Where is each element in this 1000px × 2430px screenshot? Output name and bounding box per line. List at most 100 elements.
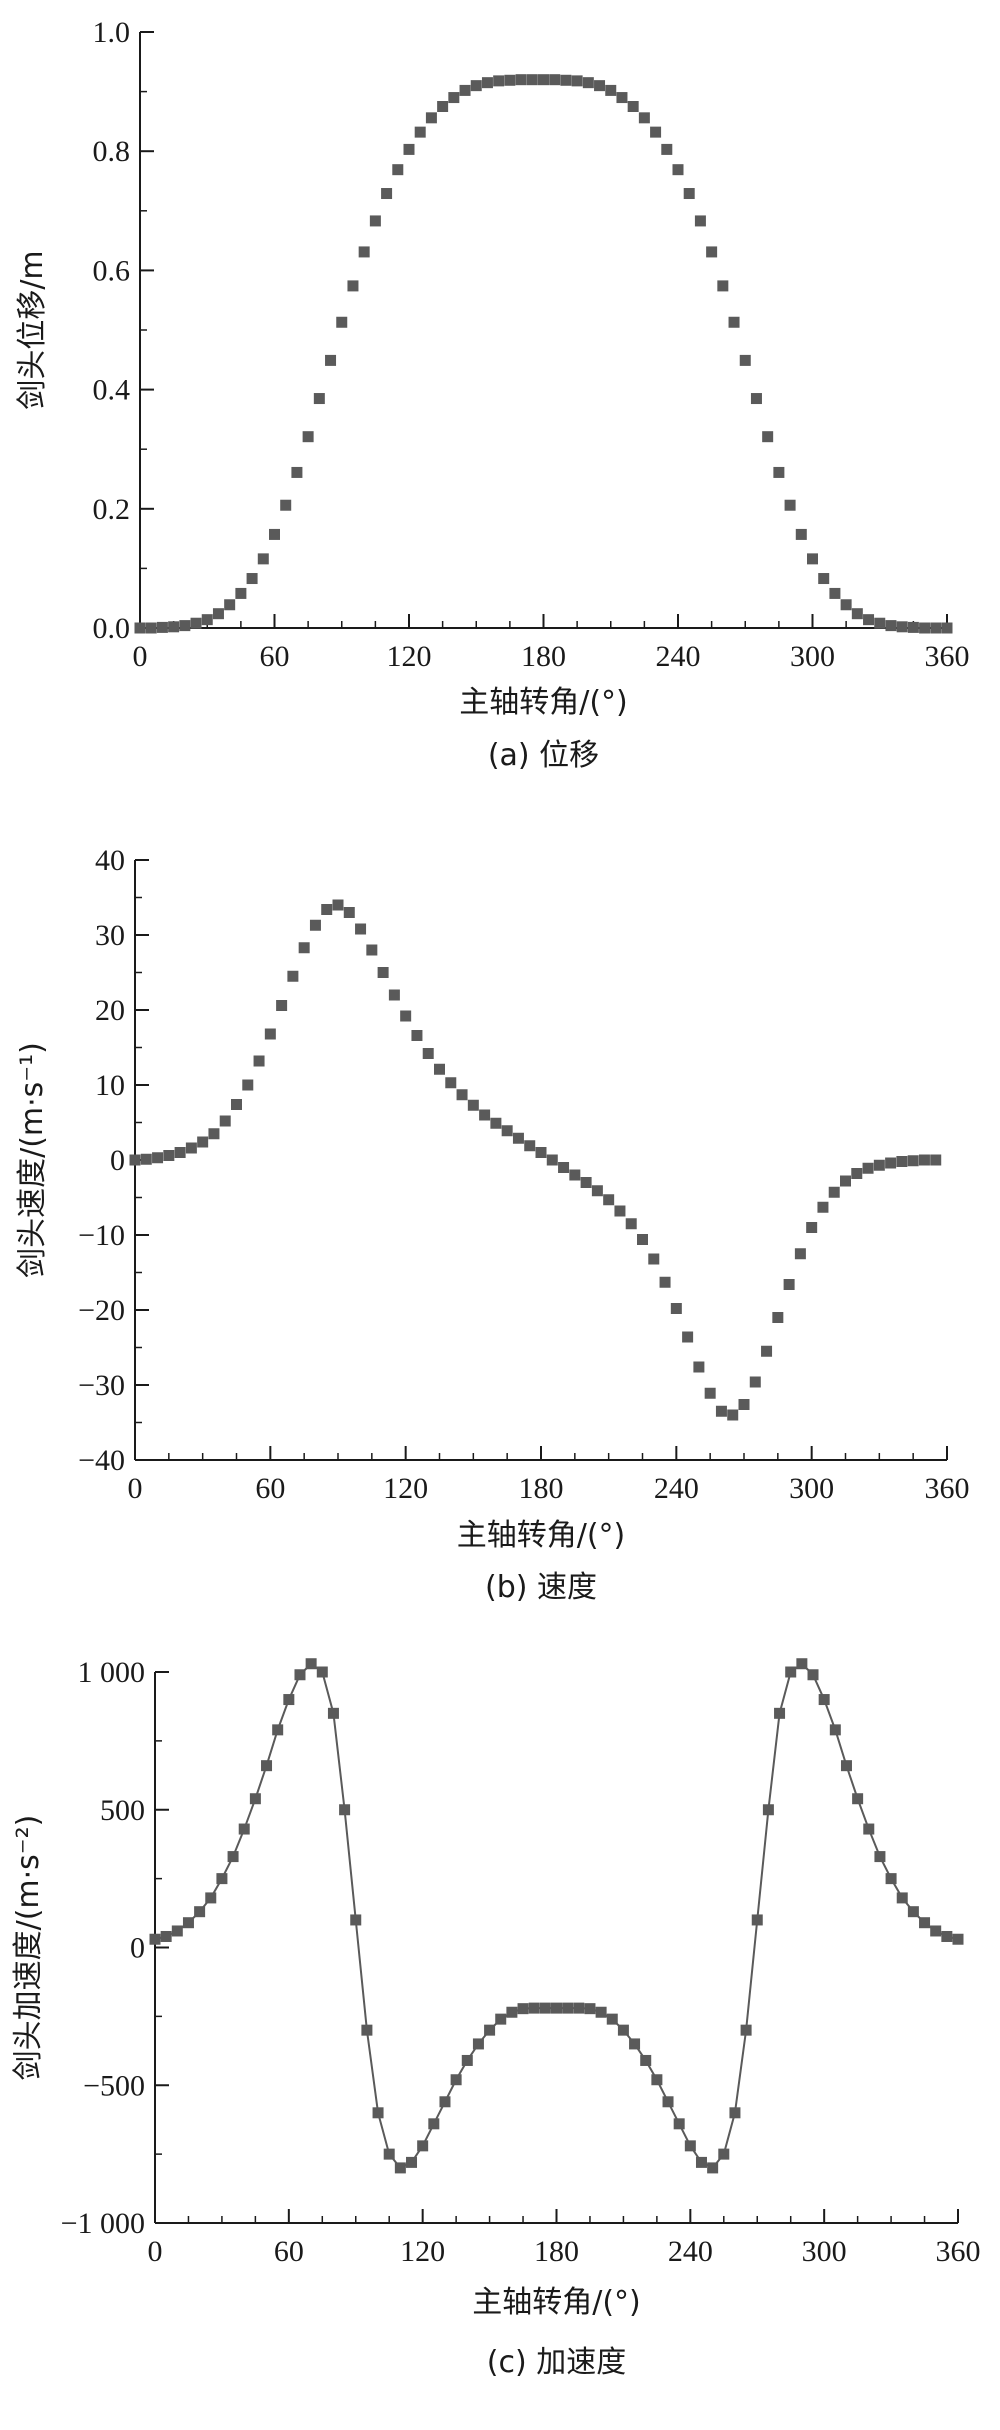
data-point [573,2002,585,2014]
y-tick-label: 30 [95,919,125,952]
x-tick-label: 180 [519,1472,564,1505]
data-point [546,1154,558,1166]
data-point [907,1906,919,1918]
data-point [269,528,280,540]
data-point [495,2013,507,2025]
data-point [659,1276,671,1288]
data-point [919,622,931,634]
data-point [569,1169,581,1181]
chart-caption: (c) 加速度 [487,2345,626,2380]
x-tick-label: 60 [255,1472,285,1505]
data-point [829,587,841,599]
x-axis-title: 主轴转角/(°) [457,1518,626,1553]
data-point [235,587,247,599]
y-tick-label: 10 [95,1069,125,1102]
data-point [490,1117,502,1129]
data-point [560,74,572,86]
x-tick-label: 360 [925,640,970,673]
data-point [481,77,493,89]
data-point [551,2002,562,2014]
data-point [517,2003,529,2015]
data-point [219,1115,231,1127]
data-point [807,1669,819,1681]
data-point [807,553,818,565]
data-point [558,1162,570,1173]
data-point [896,1156,908,1167]
data-point [291,466,303,478]
data-point [638,112,650,124]
data-point [185,1142,197,1154]
data-point [818,573,830,585]
data-point [392,164,404,176]
x-tick-label: 120 [400,2235,445,2268]
data-point [603,1194,615,1206]
data-point [817,1201,829,1213]
data-point [493,75,505,87]
y-tick-label: 0 [130,1932,145,1965]
data-point [316,1666,328,1678]
data-point [336,316,348,328]
data-point [327,1707,339,1719]
data-point [377,967,389,978]
data-point [264,1028,276,1040]
y-tick-label: 0.8 [93,135,131,168]
data-point [227,1851,239,1863]
x-tick-label: 180 [521,640,566,673]
data-point [535,1147,547,1158]
data-point [246,573,258,585]
y-tick-label: 1.0 [93,16,131,49]
chart-displacement-svg: 0 60 120 180 240 300 360 0.0 0.2 0.4 0.6 0.8 1.0 主轴转角… [15,16,970,773]
data-point [717,280,729,292]
x-tick-label: 120 [387,640,432,673]
x-tick-label: 120 [383,1472,428,1505]
y-tick-label: −1 000 [61,2207,145,2240]
x-tick-label: 300 [790,640,835,673]
data-point [381,188,393,200]
data-point [729,2107,741,2119]
data-point [425,112,437,124]
data-point [584,2003,596,2015]
data-point [224,599,236,611]
data-point [539,2002,551,2014]
data-point [704,1387,716,1399]
data-point [738,1399,750,1410]
data-point [276,1000,288,1011]
data-point [414,126,426,138]
y-axis-title: 剑头速度/(m·s⁻¹) [15,1042,50,1278]
data-point [549,74,561,86]
data-point [459,84,471,96]
data-point [582,77,594,89]
data-point [450,2074,462,2086]
data-point [818,1694,830,1706]
data-point [739,354,751,366]
data-point [294,1669,306,1681]
data-point [930,1925,942,1937]
x-axis-title: 主轴转角/(°) [472,2285,641,2320]
data-point [484,2024,496,2036]
data-point [694,215,706,227]
data-point [309,919,321,931]
data-point [715,1405,727,1417]
data-point [637,1234,648,1245]
data-point [472,2038,484,2050]
data-point [829,1724,841,1736]
data-point [298,942,310,954]
y-tick-label: −30 [78,1369,125,1402]
data-point [470,80,482,92]
data-point [347,280,359,292]
data-point [512,1132,524,1144]
data-point [538,74,549,86]
data-point [456,1089,468,1101]
data-point [253,1055,265,1067]
data-point [840,1175,851,1187]
data-point [751,1914,763,1926]
data-point [784,499,796,511]
x-tick-label: 240 [654,1472,699,1505]
data-point [400,1010,412,1022]
y-tick-label: −500 [83,2069,145,2102]
data-point [182,1917,194,1929]
data-point [140,1153,152,1165]
data-point [448,92,460,104]
x-tick-label: 0 [133,640,148,673]
chart-acceleration: 0 60 120 180 240 300 360 −1 000 −500 0 500 1 000 主轴转… [0,1620,1000,2430]
